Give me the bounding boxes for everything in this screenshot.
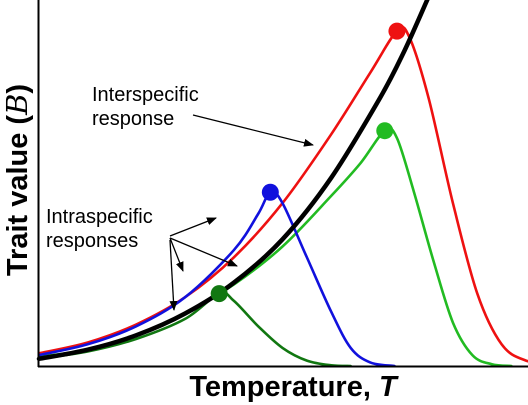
y-axis-title-symbol: B: [0, 94, 34, 116]
x-axis-title-symbol: T: [379, 371, 399, 403]
y-axis-title-text: Trait value (: [2, 115, 34, 277]
annotation-interspecific-line-2: response: [92, 108, 174, 130]
peak-layer: [210, 22, 406, 303]
series-layer: [36, 0, 528, 368]
annotation-intraspecific-line-1: Intraspecific: [46, 206, 153, 228]
x-axis-title-text: Temperature,: [189, 371, 379, 403]
peak-point-red: [388, 22, 406, 40]
series-line-interspecific: [36, 0, 430, 362]
peak-point-blue: [261, 183, 279, 201]
series-line-darkgreen: [37, 291, 352, 368]
series-line-red: [37, 25, 528, 363]
annotation-interspecific-line-1: Interspecific: [92, 84, 199, 106]
y-axis-title: Trait value (B): [0, 84, 34, 276]
interspecific-arrow: [192, 114, 314, 147]
annotation-interspecific: Interspecific response: [92, 84, 204, 130]
peak-point-green: [376, 122, 394, 140]
y-axis-title-close: ): [2, 84, 34, 94]
peak-point-darkgreen: [210, 285, 228, 303]
intraspecific-arrows: [169, 217, 238, 311]
annotation-intraspecific: Intraspecific responses: [46, 206, 158, 252]
annotation-intraspecific-line-2: responses: [46, 230, 138, 252]
x-axis-title: Temperature, T: [189, 371, 399, 403]
